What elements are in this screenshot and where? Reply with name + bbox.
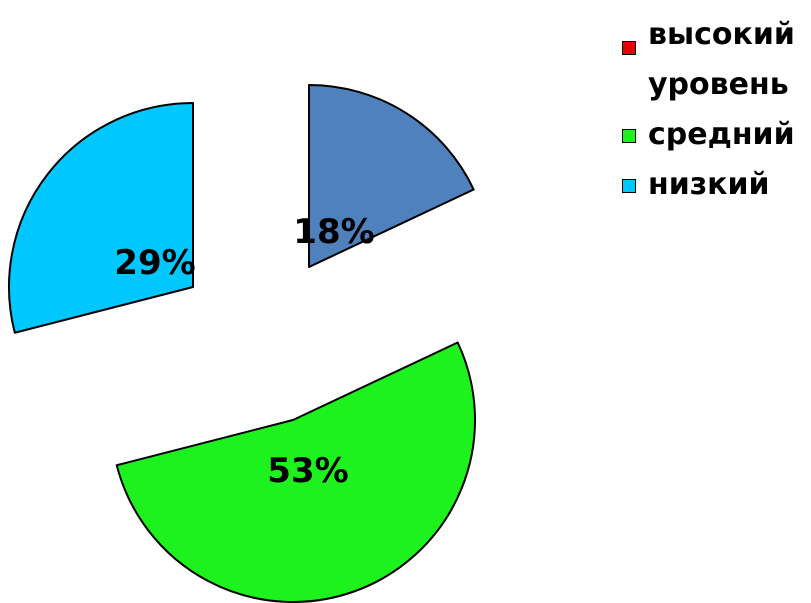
legend-label-line-1: высокий [648,17,795,52]
slice-data-label-0: 18% [293,212,374,252]
legend-swatch-vysokiy [622,41,636,55]
legend-label: средний [648,117,795,152]
legend-item-vysokiy: высокий уровень [620,10,811,110]
pie-slice-0 [308,84,475,268]
slice-data-label-2: 29% [114,243,195,283]
legend-item-sredniy: средний [620,110,811,160]
legend-label-line-2: уровень [648,67,789,102]
legend-label: низкий [648,167,770,202]
legend-item-nizkiy: низкий [620,160,811,210]
pie-slice-2 [8,102,194,334]
slice-data-label-1: 53% [267,451,348,491]
legend: высокий уровень средний низкий [620,10,811,210]
legend-swatch-nizkiy [622,179,636,193]
pie-slice-1 [115,341,476,603]
legend-swatch-sredniy [622,129,636,143]
